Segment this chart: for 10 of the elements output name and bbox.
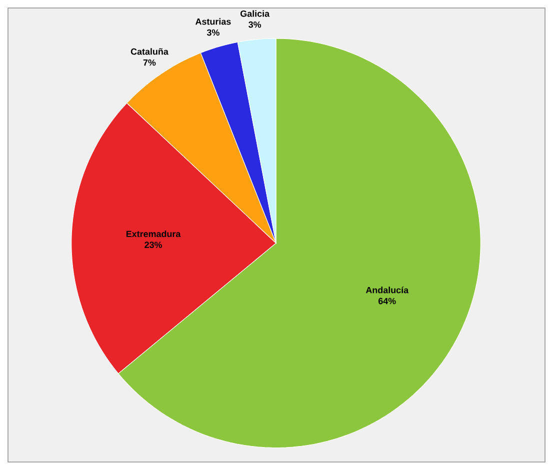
data-label: 3% — [248, 21, 262, 28]
slice-label: Extremadura — [126, 230, 181, 238]
data-label: 3% — [206, 29, 220, 36]
slice-label: Asturias — [195, 18, 231, 25]
data-label: 64% — [378, 298, 396, 304]
slice-label: Andalucía — [366, 286, 409, 294]
slice-label: Galicia — [240, 10, 270, 17]
data-label: 7% — [143, 59, 156, 66]
slice-label: Cataluña — [130, 48, 168, 55]
data-label: 23% — [144, 242, 162, 248]
